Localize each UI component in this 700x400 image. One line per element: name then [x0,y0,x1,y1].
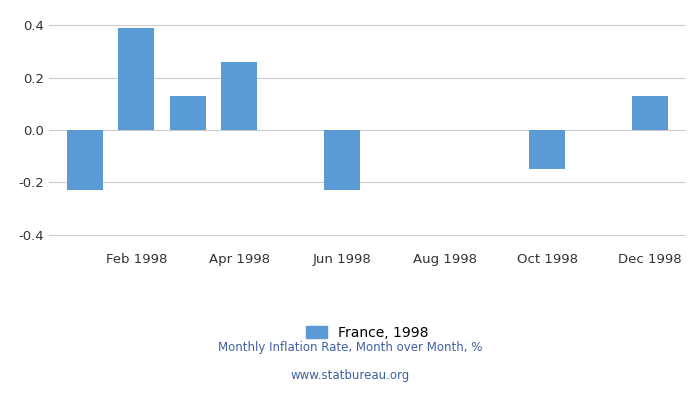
Bar [118,28,154,130]
Text: www.statbureau.org: www.statbureau.org [290,370,410,382]
Bar [324,130,360,190]
Bar [169,96,206,130]
Legend: France, 1998: France, 1998 [307,326,428,340]
Bar [632,96,668,130]
Bar [529,130,566,169]
Bar [221,62,257,130]
Text: Monthly Inflation Rate, Month over Month, %: Monthly Inflation Rate, Month over Month… [218,342,482,354]
Bar [67,130,103,190]
